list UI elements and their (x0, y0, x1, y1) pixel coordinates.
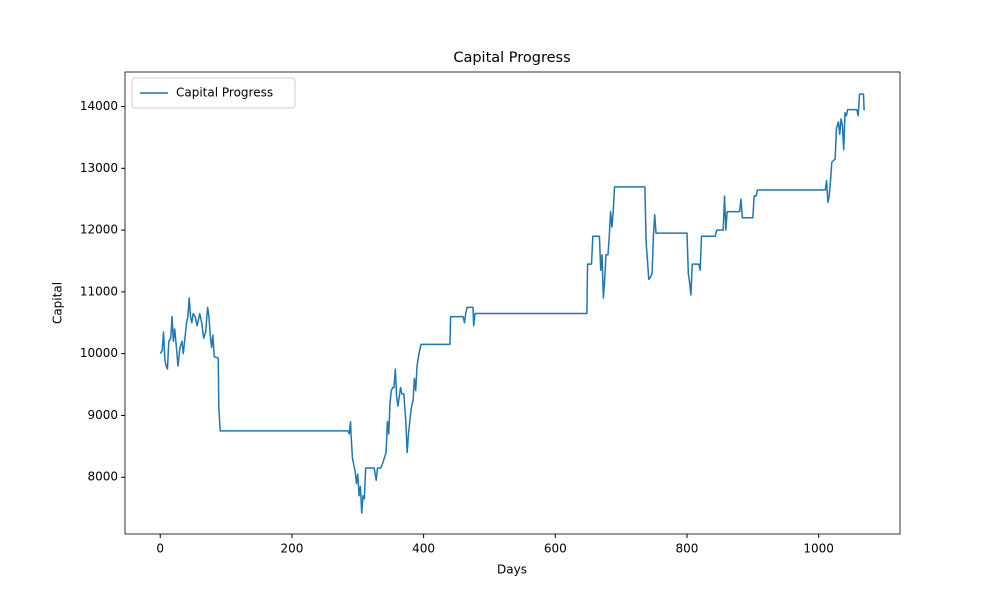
x-tick-label: 600 (544, 542, 567, 556)
legend-box (131, 77, 296, 109)
axes-frame (124, 71, 901, 535)
y-tick-label: 14000 (80, 99, 118, 113)
y-axis-label: Capital (51, 282, 65, 324)
y-tick-label: 10000 (80, 346, 118, 360)
x-tick-label: 400 (412, 542, 435, 556)
chart-title: Capital Progress (453, 50, 570, 66)
y-tick-label: 11000 (80, 284, 118, 298)
x-axis-label: Days (497, 563, 527, 577)
series-line (159, 93, 865, 514)
y-tick-label: 12000 (80, 223, 118, 237)
y-tick-label: 9000 (87, 408, 118, 422)
x-tick-label: 800 (676, 542, 699, 556)
x-tick-label: 1000 (803, 542, 834, 556)
x-tick-label: 0 (156, 542, 164, 556)
y-tick-label: 13000 (80, 161, 118, 175)
x-tick-label: 200 (280, 542, 303, 556)
y-tick-label: 8000 (87, 470, 118, 484)
legend-label: Capital Progress (176, 86, 273, 100)
